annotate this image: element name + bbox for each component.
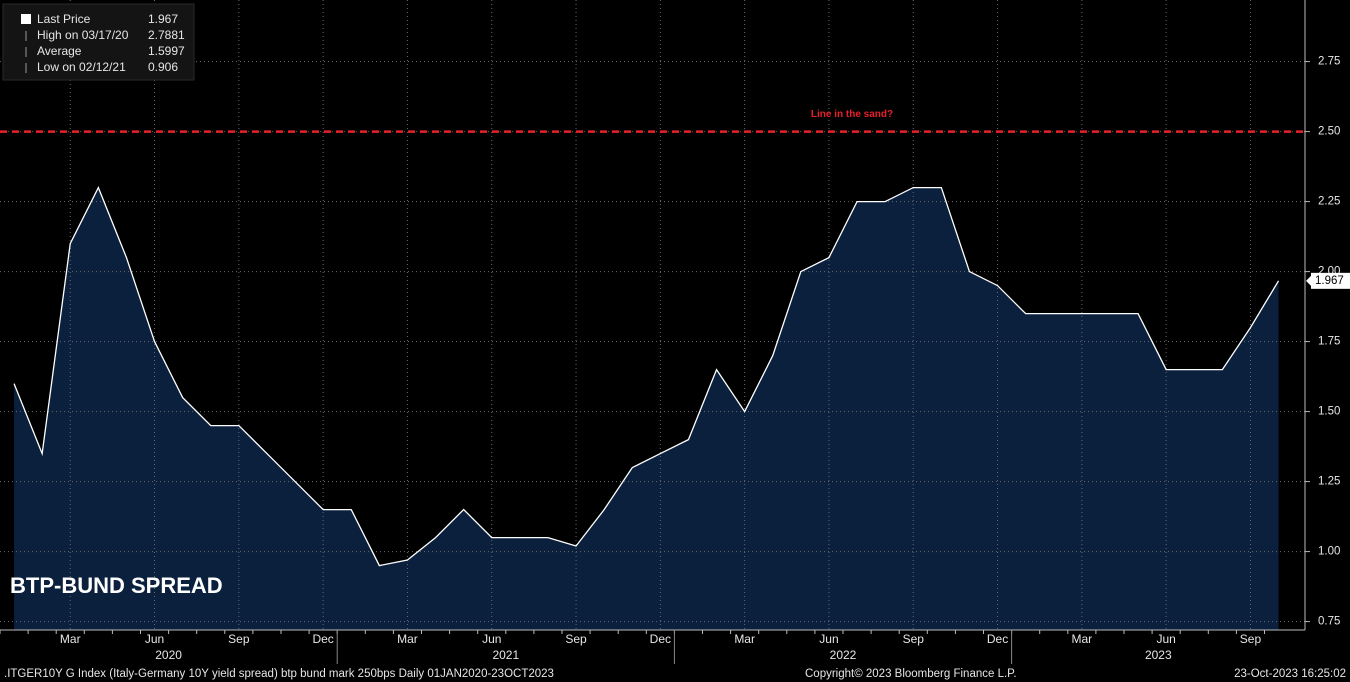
y-tick-label: 2.75 <box>1318 56 1340 68</box>
legend-swatch <box>21 14 31 24</box>
year-label: 2023 <box>1145 648 1172 662</box>
x-tick-label: Mar <box>60 632 81 646</box>
legend-stat-label: Low on 02/12/21 <box>37 60 126 74</box>
y-tick-label: 1.50 <box>1318 406 1340 418</box>
legend-stat-value: 0.906 <box>148 60 178 74</box>
x-tick-label: Jun <box>482 632 501 646</box>
x-tick-label: Dec <box>987 632 1008 646</box>
y-tick-label: 2.25 <box>1318 196 1340 208</box>
year-label: 2022 <box>830 648 857 662</box>
x-tick-label: Jun <box>819 632 838 646</box>
footer-timestamp: 23-Oct-2023 16:25:02 <box>1234 668 1346 680</box>
footer-copyright: Copyright© 2023 Bloomberg Finance L.P. <box>805 668 1017 680</box>
x-tick-label: Sep <box>903 632 925 646</box>
area <box>14 187 1279 630</box>
y-tick-label: 1.25 <box>1318 476 1340 488</box>
y-tick-label: 1.75 <box>1318 336 1340 348</box>
legend-box <box>2 3 195 81</box>
last-price-label: 1.967 <box>1315 275 1344 287</box>
y-tick-label: 0.75 <box>1318 616 1340 628</box>
legend-series-name: Last Price <box>37 12 91 26</box>
x-tick-label: Dec <box>650 632 671 646</box>
x-tick-label: Sep <box>565 632 587 646</box>
legend-stat-value: 2.7881 <box>148 28 185 42</box>
footer-source: .ITGER10Y G Index (Italy-Germany 10Y yie… <box>4 668 554 680</box>
x-tick-label: Mar <box>397 632 418 646</box>
year-label: 2020 <box>155 648 182 662</box>
chart-title: BTP-BUND SPREAD <box>10 573 223 598</box>
legend-stat-label: High on 03/17/20 <box>37 28 129 42</box>
year-label: 2021 <box>492 648 519 662</box>
x-tick-label: Sep <box>1240 632 1262 646</box>
x-tick-label: Jun <box>145 632 164 646</box>
plot-area <box>0 0 1305 630</box>
reference-label: Line in the sand? <box>811 109 893 120</box>
legend-series-value: 1.967 <box>148 12 178 26</box>
y-tick-label: 2.50 <box>1318 126 1340 138</box>
legend-stat-value: 1.5997 <box>148 44 185 58</box>
x-tick-label: Dec <box>312 632 333 646</box>
last-price-tag <box>1311 272 1350 289</box>
legend-stat-label: Average <box>37 44 82 58</box>
x-tick-label: Sep <box>228 632 250 646</box>
x-tick-label: Mar <box>1072 632 1093 646</box>
y-tick-label: 1.00 <box>1318 546 1340 558</box>
last-price-pointer <box>1306 275 1311 286</box>
x-tick-label: Mar <box>734 632 755 646</box>
line <box>13 186 1280 567</box>
x-tick-label: Jun <box>1156 632 1175 646</box>
